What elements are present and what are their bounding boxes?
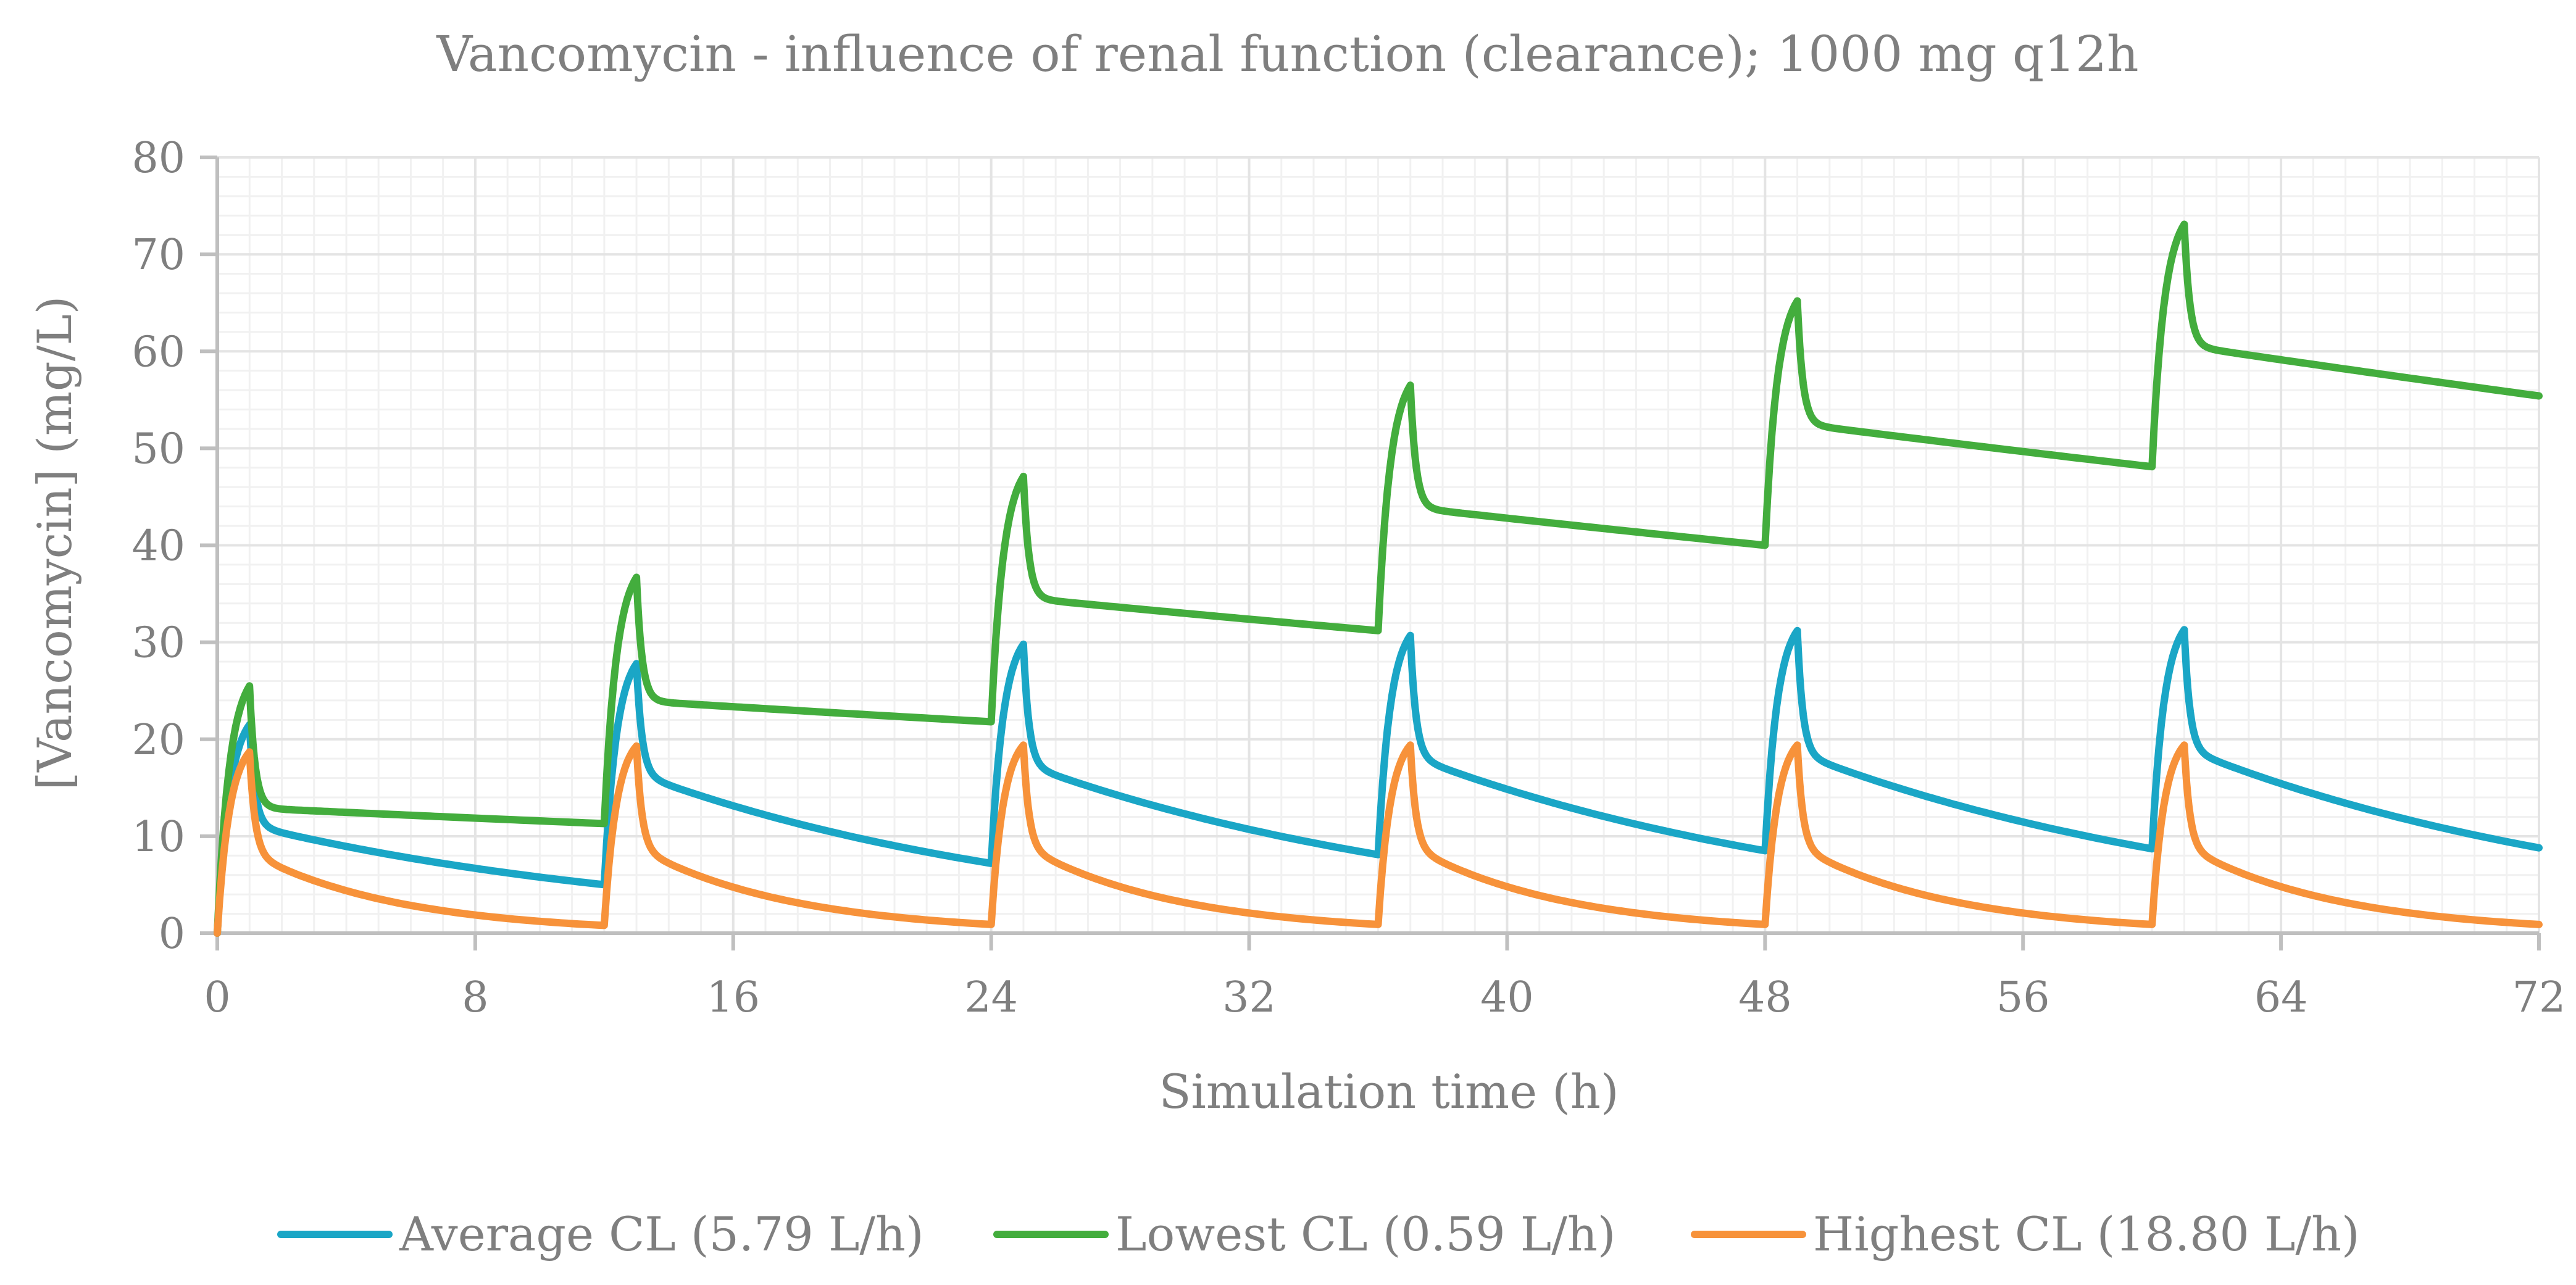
x-tick-label: 56 — [1996, 973, 2050, 1022]
series-line-lowest-cl — [214, 220, 2543, 937]
x-tick-label: 64 — [2254, 973, 2308, 1022]
y-tick-label: 0 — [159, 910, 185, 959]
y-tick-label: 40 — [131, 522, 185, 571]
x-tick-label: 48 — [1738, 973, 1792, 1022]
x-tick-label: 40 — [1480, 973, 1534, 1022]
chart-title: Vancomycin - influence of renal function… — [436, 25, 2138, 83]
y-axis-title: [Vancomycin] (mg/L) — [27, 296, 82, 791]
y-tick-label: 50 — [131, 425, 185, 473]
x-tick-label: 32 — [1222, 973, 1276, 1022]
y-tick-label: 70 — [131, 231, 185, 280]
y-tick-label: 10 — [131, 813, 185, 862]
legend-label: Lowest CL (0.59 L/h) — [1115, 1207, 1615, 1262]
legend: Average CL (5.79 L/h) Lowest CL (0.59 L/h… — [277, 1207, 2360, 1262]
y-tick-label: 20 — [131, 716, 185, 765]
y-tick-label: 80 — [131, 134, 185, 183]
y-tick-label: 30 — [131, 619, 185, 668]
x-tick-label: 8 — [462, 973, 488, 1022]
legend-label: Average CL (5.79 L/h) — [399, 1207, 924, 1262]
x-axis-title: Simulation time (h) — [1159, 1064, 1619, 1119]
x-tick-label: 16 — [707, 973, 761, 1022]
y-tick-label: 60 — [131, 328, 185, 376]
legend-label: Highest CL (18.80 L/h) — [1813, 1207, 2360, 1262]
series-lines — [214, 220, 2543, 937]
x-tick-label: 24 — [964, 973, 1018, 1022]
axes: 0 10 20 30 40 50 60 70 80 0 8 16 24 32 40 48 56 64 72 — [131, 134, 2566, 1022]
x-tick-label: 72 — [2512, 973, 2566, 1022]
x-tick-label: 0 — [204, 973, 230, 1022]
series-line-highest-cl — [214, 741, 2543, 937]
